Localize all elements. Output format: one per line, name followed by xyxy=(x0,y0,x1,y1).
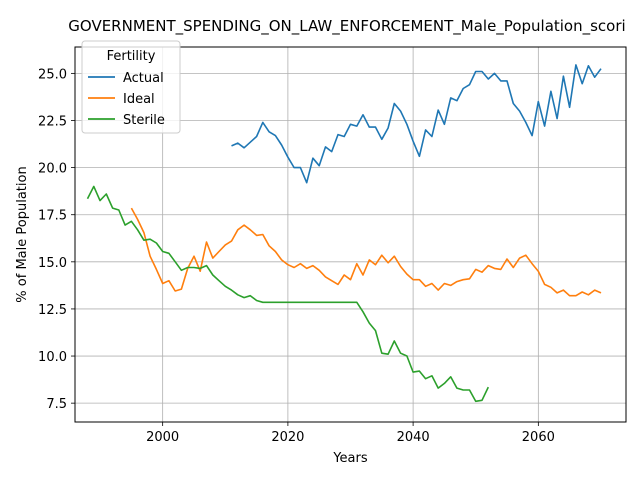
series-line-actual xyxy=(231,64,602,184)
y-tick-label: 25.0 xyxy=(38,67,67,82)
legend-label-actual: Actual xyxy=(123,71,164,86)
y-tick-label: 10.0 xyxy=(38,350,67,365)
series-line-sterile xyxy=(86,185,490,403)
x-tick-label: 2020 xyxy=(271,430,304,445)
y-tick-label: 20.0 xyxy=(38,162,67,177)
y-tick-label: 7.5 xyxy=(46,397,67,412)
y-tick-label: 12.5 xyxy=(38,303,67,318)
legend-label-ideal: Ideal xyxy=(123,92,155,107)
y-axis-title: % of Male Population xyxy=(15,166,30,302)
plot-area-frame xyxy=(74,46,627,423)
series-line-ideal xyxy=(130,207,602,297)
legend-label-sterile: Sterile xyxy=(123,113,165,128)
chart-title: GOVERNMENT_SPENDING_ON_LAW_ENFORCEMENT_M… xyxy=(68,17,625,36)
y-tick-label: 15.0 xyxy=(38,256,67,271)
legend-box xyxy=(81,40,181,134)
x-tick-label: 2060 xyxy=(522,430,555,445)
legend: Fertility Actual Ideal Sterile xyxy=(81,40,181,134)
legend-items: Actual Ideal Sterile xyxy=(88,71,165,128)
axis-ticks: 2000 2020 2040 2060 7.5 10.0 12.5 15.0 17.5 20.0 2… xyxy=(38,67,555,445)
y-tick-label: 17.5 xyxy=(38,209,67,224)
y-tick-label: 22.5 xyxy=(38,114,67,129)
x-tick-label: 2040 xyxy=(397,430,430,445)
series-lines xyxy=(86,64,602,403)
x-tick-label: 2000 xyxy=(146,430,179,445)
x-axis-title: Years xyxy=(332,451,368,466)
legend-title: Fertility xyxy=(107,49,156,64)
